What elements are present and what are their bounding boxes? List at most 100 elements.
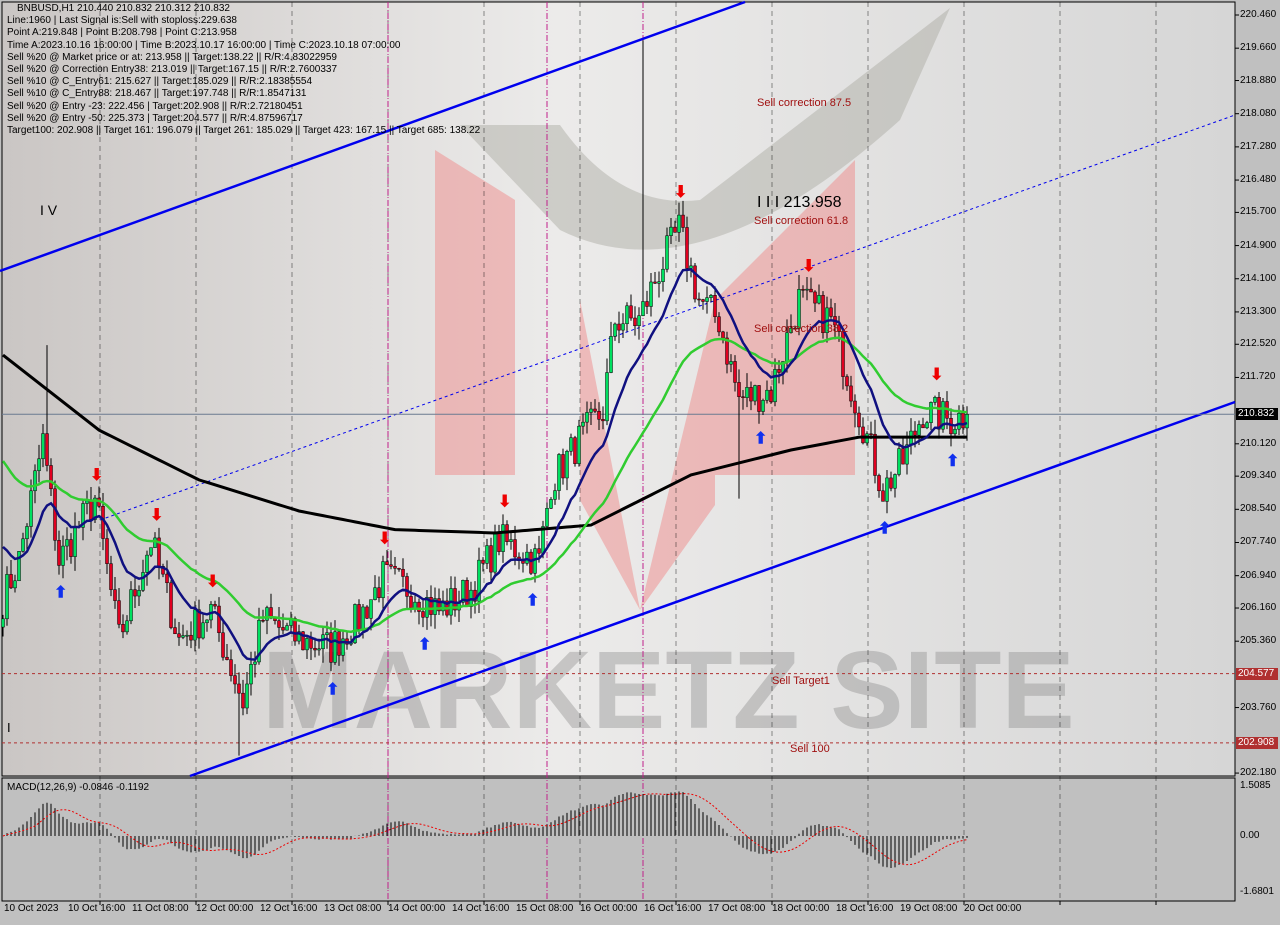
sell-arrow-icon: ⬇	[378, 531, 391, 548]
sell-correction-382-label: Sell correction 38.2	[754, 323, 849, 335]
bull-candle	[917, 424, 921, 436]
time-tick: 18 Oct 16:00	[836, 903, 894, 914]
bear-candle	[49, 465, 53, 490]
bull-candle	[897, 448, 901, 475]
bear-candle	[189, 634, 193, 641]
bear-candle	[401, 568, 405, 577]
bear-candle	[313, 647, 317, 651]
bull-candle	[557, 454, 561, 491]
bull-candle	[941, 401, 945, 430]
bull-candle	[797, 289, 801, 329]
time-tick: 13 Oct 08:00	[324, 903, 382, 914]
buy-arrow-icon: ⬆	[418, 636, 431, 653]
buy-arrow-icon: ⬆	[754, 431, 767, 448]
bear-candle	[821, 295, 825, 334]
bull-candle	[525, 551, 529, 564]
bear-candle	[389, 564, 393, 567]
target-price-tag: 202.908	[1236, 737, 1278, 749]
time-tick: 12 Oct 00:00	[196, 903, 254, 914]
time-tick: 10 Oct 16:00	[68, 903, 126, 914]
bull-candle	[957, 412, 961, 430]
info-line: Point A:219.848 | Point B:208.798 | Poin…	[7, 27, 237, 39]
slow-moving-average	[2, 353, 967, 535]
bear-candle	[53, 488, 57, 541]
bear-candle	[365, 606, 369, 619]
logo-left-bar	[435, 150, 515, 475]
bear-candle	[301, 631, 305, 651]
bear-candle	[725, 337, 729, 365]
bear-candle	[277, 620, 281, 628]
bull-candle	[785, 332, 789, 362]
bear-candle	[813, 291, 817, 304]
bull-candle	[657, 281, 661, 284]
bear-candle	[429, 597, 433, 615]
bull-candle	[433, 598, 437, 615]
bear-candle	[229, 659, 233, 676]
bull-candle	[461, 579, 465, 603]
bull-candle	[605, 372, 609, 422]
bull-candle	[41, 433, 45, 460]
bear-candle	[633, 317, 637, 327]
bull-candle	[305, 638, 309, 651]
price-tick: 206.940	[1240, 569, 1277, 581]
bear-candle	[793, 327, 797, 330]
bear-candle	[861, 426, 865, 444]
bull-candle	[789, 327, 793, 333]
bear-candle	[673, 226, 677, 233]
bull-candle	[893, 474, 897, 489]
bull-candle	[381, 561, 385, 599]
bull-candle	[589, 408, 593, 413]
symbol-quote: BNBUSD,H1 210.440 210.832 210.312 210.83…	[17, 3, 230, 14]
info-line: Sell %10 @ C_Entry88: 218.467 || Target:…	[7, 88, 307, 100]
info-line: Sell %20 @ Entry -50: 225.373 | Target:2…	[7, 112, 303, 124]
bull-candle	[257, 619, 261, 663]
bull-candle	[141, 572, 145, 591]
bear-candle	[741, 396, 745, 398]
bear-candle	[749, 387, 753, 402]
macd-tick: 1.5085	[1240, 780, 1271, 791]
bear-candle	[869, 433, 873, 436]
buy-arrow-icon: ⬆	[878, 520, 891, 537]
bear-candle	[601, 419, 605, 422]
bull-candle	[361, 606, 365, 630]
bear-candle	[113, 589, 117, 601]
time-tick: 18 Oct 00:00	[772, 903, 830, 914]
bear-candle	[717, 316, 721, 333]
bear-candle	[901, 448, 905, 465]
bear-candle	[697, 298, 701, 301]
bear-candle	[417, 601, 421, 612]
bear-candle	[597, 410, 601, 420]
bull-candle	[677, 214, 681, 233]
bull-candle	[341, 638, 345, 656]
bear-candle	[109, 563, 113, 590]
bear-candle	[685, 227, 689, 269]
sell-arrow-icon: ⬇	[802, 258, 815, 275]
bear-candle	[829, 307, 833, 317]
price-tick: 212.520	[1240, 338, 1277, 350]
sell-correction-875-label: Sell correction 87.5	[757, 97, 852, 109]
lower-channel-line	[189, 400, 1236, 778]
bull-candle	[1, 618, 5, 628]
time-tick: 12 Oct 16:00	[260, 903, 318, 914]
bull-candle	[13, 580, 17, 589]
price-tick: 214.900	[1240, 239, 1277, 251]
bull-candle	[253, 661, 257, 665]
bull-candle	[609, 336, 613, 373]
bull-candle	[545, 508, 549, 527]
mid-moving-average	[1, 336, 968, 634]
bear-candle	[481, 559, 485, 564]
bull-candle	[669, 226, 673, 236]
bull-candle	[637, 315, 641, 327]
bull-candle	[373, 587, 377, 600]
signal-info-panel: BNBUSD,H1 210.440 210.832 210.312 210.83…	[7, 3, 480, 137]
time-tick: 14 Oct 00:00	[388, 903, 446, 914]
bull-candle	[649, 281, 653, 307]
sell-arrow-icon: ⬇	[674, 184, 687, 201]
bear-candle	[777, 369, 781, 373]
bull-candle	[689, 265, 693, 269]
bull-candle	[965, 414, 969, 429]
info-line: Sell %20 @ Market price or at: 213.958 |…	[7, 51, 337, 63]
price-tick: 203.760	[1240, 701, 1277, 713]
